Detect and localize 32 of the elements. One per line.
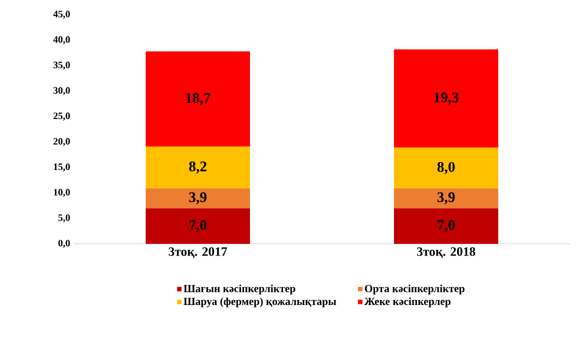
y-tick-label: 15,0 xyxy=(54,163,70,172)
y-tick-label: 10,0 xyxy=(54,188,70,197)
legend-label: Шағын кәсіпкерліктер xyxy=(184,284,296,294)
data-label: 18,7 xyxy=(186,92,210,105)
legend-label: Шаруа (фермер) қожалықтары xyxy=(184,297,336,308)
legend-label: Орта кәсіпкерліктер xyxy=(364,284,464,294)
data-label: 3,9 xyxy=(437,192,455,204)
data-label: 3,9 xyxy=(189,192,206,204)
legend-label: Жеке кәсіпкерлер xyxy=(364,297,451,308)
bar xyxy=(146,208,250,244)
y-tick-label: 5,0 xyxy=(58,214,70,222)
bar xyxy=(394,188,498,208)
x-tick-label: 3тоқ. 2017 xyxy=(168,247,228,258)
y-tick-label: 30,0 xyxy=(53,87,70,96)
data-label: 8,0 xyxy=(437,162,455,174)
y-tick-label: 20,0 xyxy=(54,138,70,146)
y-tick-label: 25,0 xyxy=(54,112,70,120)
bar xyxy=(146,146,250,188)
data-label: 7,0 xyxy=(190,220,206,232)
data-label: 7,0 xyxy=(438,220,455,232)
y-tick-label: 0,0 xyxy=(58,240,70,248)
x-tick-label: 3тоқ. 2018 xyxy=(417,247,476,258)
y-tick-label: 40,0 xyxy=(53,36,70,44)
bar xyxy=(394,208,498,244)
y-tick-label: 45,0 xyxy=(53,10,70,19)
bar xyxy=(394,148,498,188)
bar xyxy=(394,49,498,148)
bar xyxy=(146,51,250,147)
y-tick-label: 35,0 xyxy=(53,62,70,70)
bar xyxy=(146,188,250,208)
data-label: 19,3 xyxy=(434,92,458,104)
data-label: 8,2 xyxy=(189,161,206,174)
